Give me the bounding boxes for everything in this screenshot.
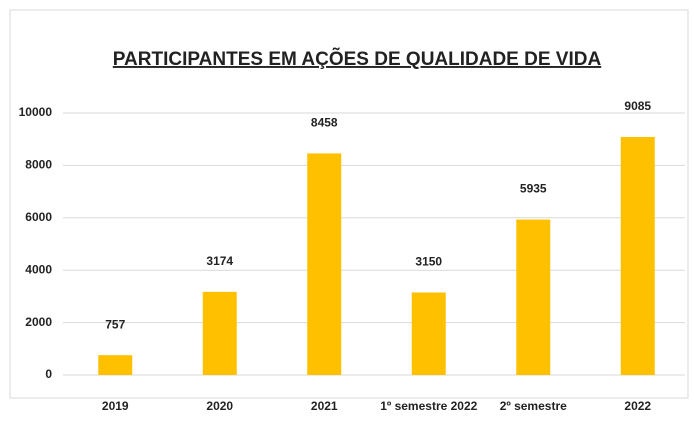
- chart-title: PARTICIPANTES EM AÇÕES DE QUALIDADE DE V…: [113, 48, 602, 70]
- x-tick-label: 2020: [206, 399, 233, 413]
- bar: [411, 292, 446, 375]
- data-label: 5935: [520, 182, 547, 196]
- bar: [202, 291, 237, 375]
- y-tick-label: 6000: [25, 210, 52, 224]
- x-tick-label: 2019: [102, 399, 129, 413]
- y-tick-label: 2000: [25, 315, 52, 329]
- chart-border: [9, 9, 689, 399]
- data-label: 9085: [624, 99, 651, 113]
- bar: [307, 153, 342, 375]
- x-tick-label: 1º semestre 2022: [380, 399, 477, 413]
- y-tick-label: 0: [45, 367, 52, 381]
- y-tick-label: 8000: [25, 158, 52, 172]
- bar: [98, 355, 133, 375]
- data-label: 757: [105, 317, 125, 331]
- bar: [516, 219, 551, 375]
- data-label: 3174: [206, 254, 233, 268]
- x-tick-label: 2021: [311, 399, 338, 413]
- data-label: 3150: [415, 255, 442, 269]
- data-label: 8458: [311, 116, 338, 130]
- x-tick-label: 2º semestre: [500, 399, 567, 413]
- x-tick-label: 2022: [624, 399, 651, 413]
- y-tick-label: 4000: [25, 262, 52, 276]
- bar: [620, 136, 655, 375]
- y-tick-label: 10000: [19, 105, 53, 119]
